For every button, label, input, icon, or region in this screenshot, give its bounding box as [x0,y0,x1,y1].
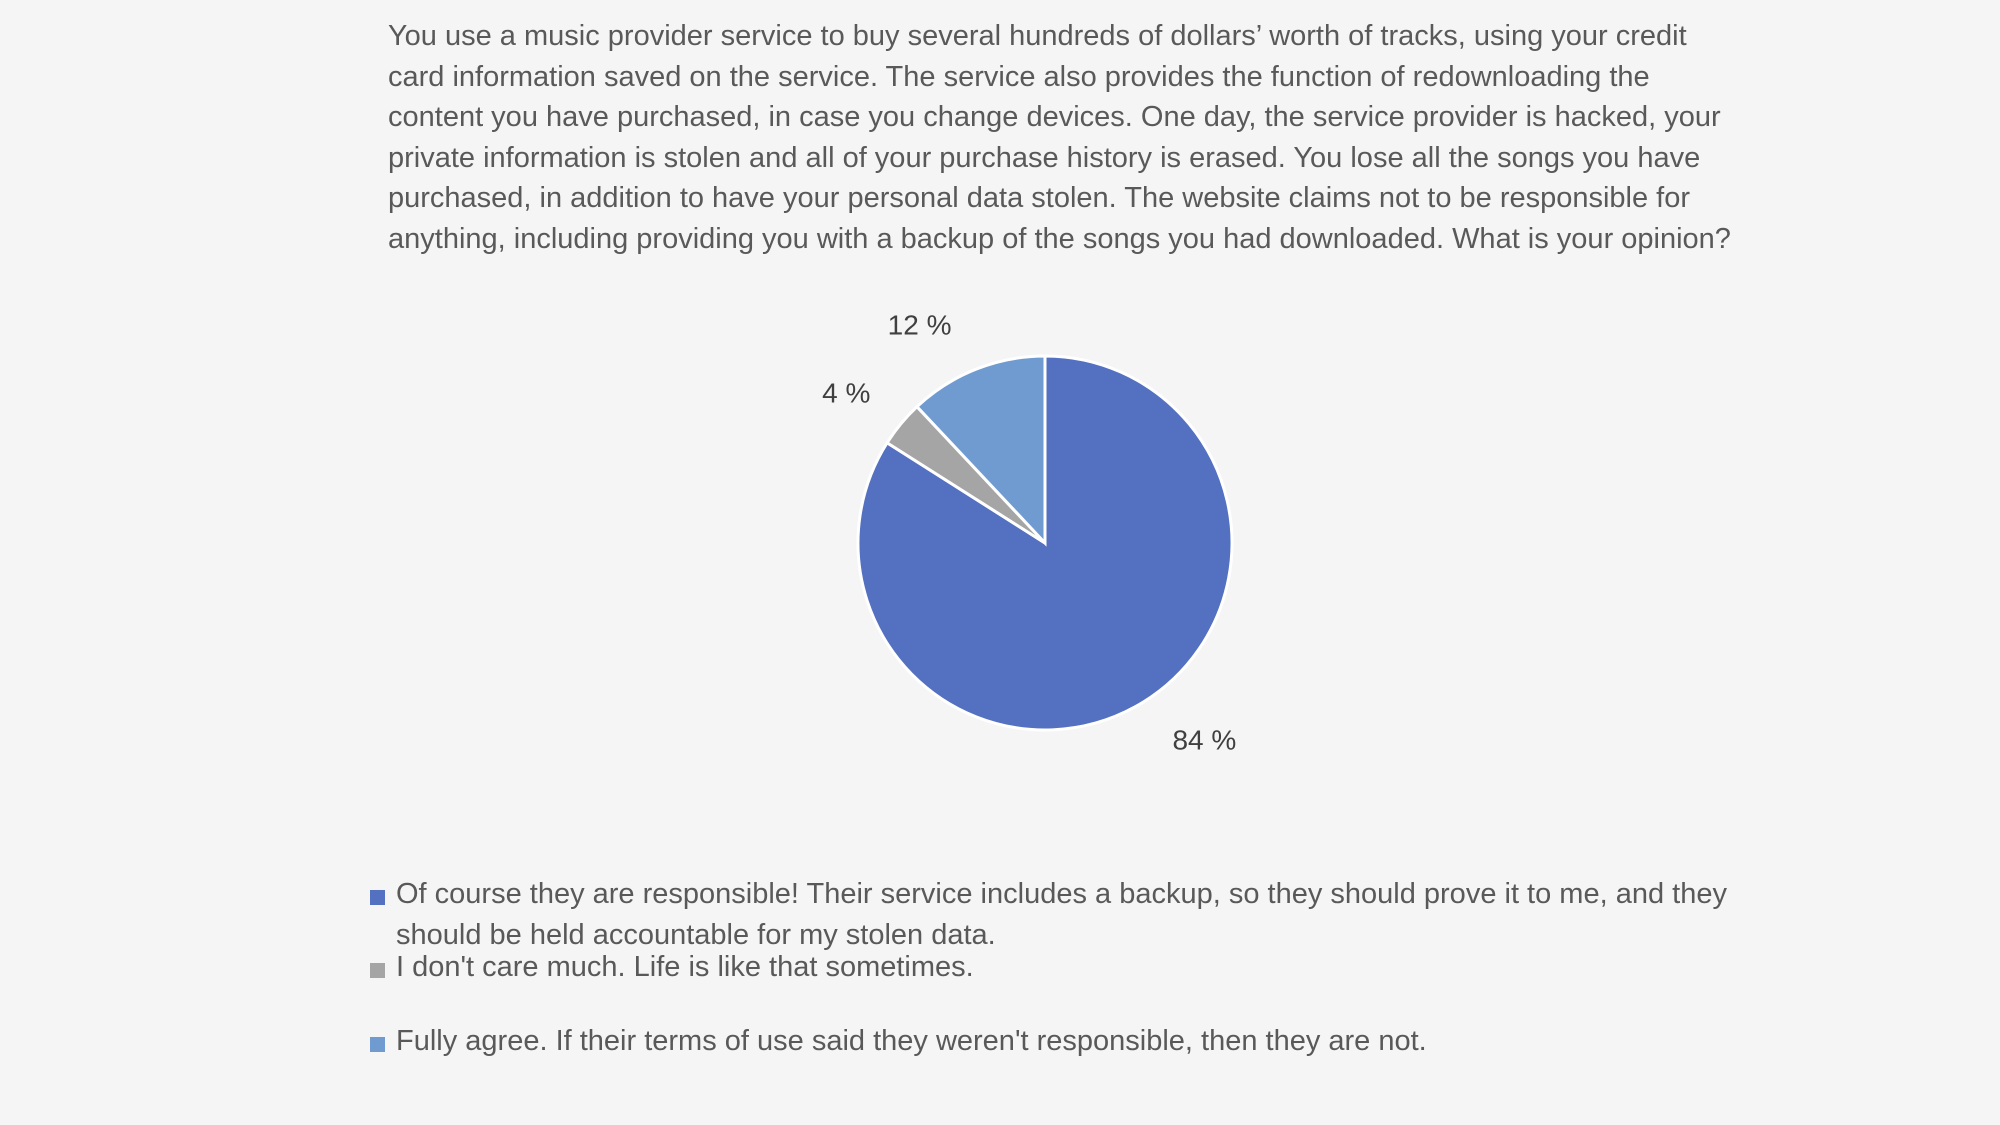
legend-swatch-icon [370,963,385,978]
pie-slices [856,354,1234,732]
pie-data-labels: 84 % 4 % 12 % [822,310,1236,756]
data-label-responsible: 84 % [1172,724,1236,755]
legend-swatch-icon [370,1037,385,1052]
chart-title: You use a music provider service to buy … [388,20,1731,255]
data-label-fully-agree: 12 % [888,310,952,341]
pie-slice-fully-agree[interactable] [914,354,1047,547]
data-label-dont-care: 4 % [822,378,870,409]
legend-label: Of course they are responsible! Their se… [396,878,1727,951]
legend-swatch-icon [370,890,385,905]
legend-label: Fully agree. If their terms of use said … [396,1025,1427,1057]
legend-label: I don't care much. Life is like that som… [396,951,974,983]
